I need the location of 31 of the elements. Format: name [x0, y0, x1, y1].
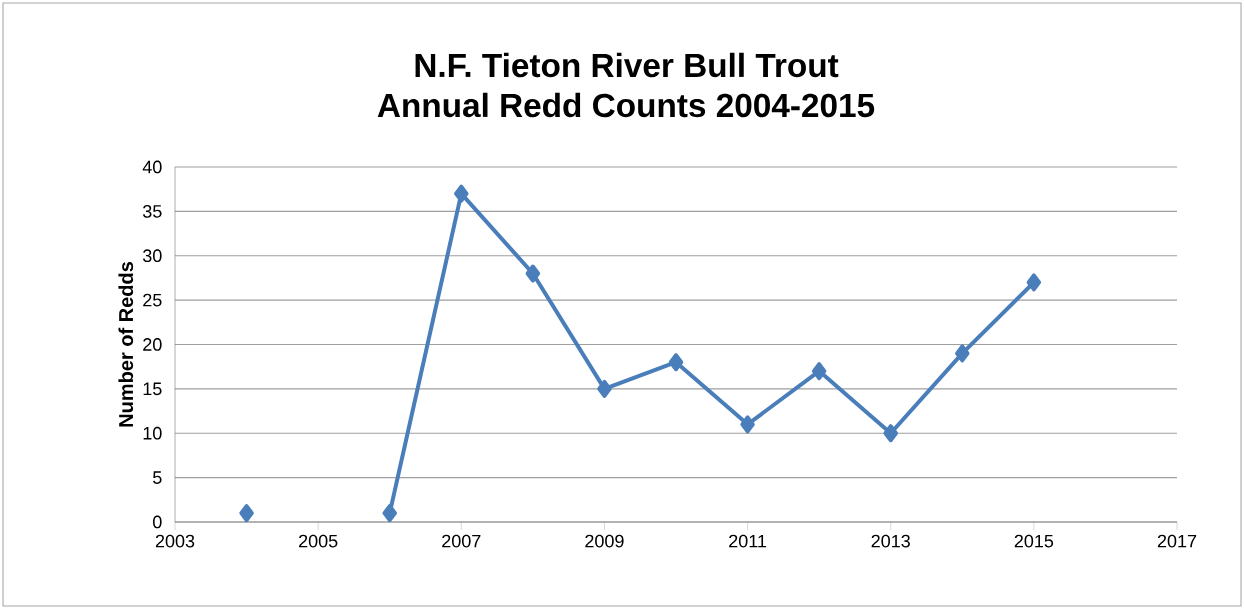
chart-subtitle: Annual Redd Counts 2004-2015 — [377, 92, 875, 118]
x-tick-label: 2017 — [1157, 534, 1197, 548]
point — [239, 504, 254, 523]
point — [883, 424, 898, 443]
x-tick-label: 2011 — [729, 534, 767, 548]
point — [382, 504, 397, 523]
y-tick-label: 5 — [153, 471, 162, 484]
x-tick-label: 2003 — [155, 534, 195, 548]
x-tick-label: 2013 — [871, 534, 910, 548]
x-tick-label: 2007 — [442, 534, 481, 548]
y-tick-label: 0 — [153, 515, 162, 529]
y-tick-label: 40 — [142, 160, 162, 174]
point — [597, 379, 612, 398]
x-tick-label: 2005 — [299, 534, 338, 548]
x-tick-label: 2009 — [585, 534, 624, 548]
point — [1026, 273, 1042, 292]
y-tick-label: 30 — [142, 249, 162, 263]
y-tick-label: 20 — [143, 338, 162, 351]
point — [668, 353, 684, 372]
y-tick-label: 35 — [142, 204, 162, 218]
x-tick-label: 2015 — [1014, 534, 1054, 548]
point — [525, 264, 541, 283]
y-tick-label: 25 — [143, 293, 162, 307]
point — [740, 415, 755, 434]
y-tick-label: 15 — [143, 382, 162, 396]
y-axis-title: Number of Redds — [118, 262, 134, 427]
point — [811, 362, 827, 381]
point — [454, 184, 469, 203]
chart-title: N.F. Tieton River Bull Trout — [415, 52, 839, 78]
y-tick-label: 10 — [143, 426, 162, 440]
point — [955, 344, 970, 363]
